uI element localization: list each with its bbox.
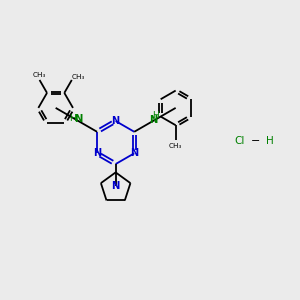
Text: N: N — [112, 181, 120, 190]
Text: N: N — [74, 114, 82, 124]
Text: Cl: Cl — [234, 136, 245, 146]
Text: H: H — [266, 136, 273, 146]
Text: N: N — [112, 116, 120, 126]
Text: CH₃: CH₃ — [72, 74, 85, 80]
Text: N: N — [130, 148, 138, 158]
Text: N: N — [149, 115, 157, 124]
Text: N: N — [93, 148, 101, 158]
Text: CH₃: CH₃ — [33, 72, 46, 78]
Text: H: H — [153, 111, 159, 120]
Text: H: H — [70, 114, 76, 123]
Text: CH₃: CH₃ — [169, 142, 182, 148]
Text: −: − — [251, 136, 261, 146]
